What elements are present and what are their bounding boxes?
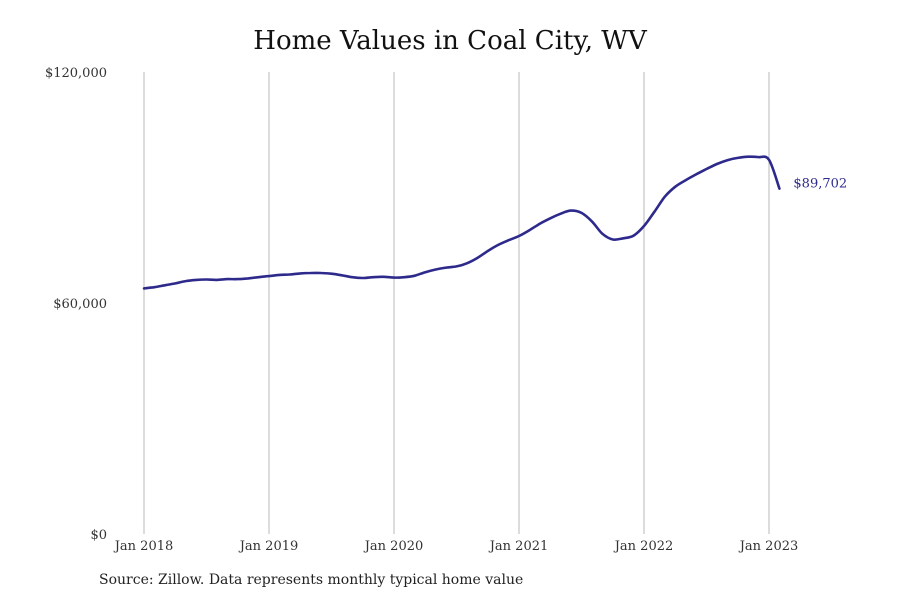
y-tick-label: $120,000 [45, 66, 107, 81]
x-tick-label: Jan 2020 [363, 539, 424, 554]
x-tick-label: Jan 2019 [238, 539, 299, 554]
x-axis-ticks: Jan 2018 Jan 2019 Jan 2020 Jan 2021 Jan 2022… [113, 539, 799, 554]
x-tick-label: Jan 2018 [113, 539, 174, 554]
series-line-home-value [142, 155, 781, 290]
y-tick-label: $60,000 [53, 297, 107, 312]
x-tick-label: Jan 2022 [613, 539, 674, 554]
y-tick-label: $0 [90, 528, 107, 543]
x-tick-label: Jan 2021 [488, 539, 549, 554]
x-tick-label: Jan 2023 [738, 539, 799, 554]
source-note: Source: Zillow. Data represents monthly … [99, 572, 524, 588]
end-value-label: $89,702 [793, 177, 847, 192]
chart-title: Home Values in Coal City, WV [253, 26, 647, 56]
gridlines [143, 72, 770, 534]
y-axis-ticks: $0 $60,000 $120,000 [45, 66, 107, 543]
